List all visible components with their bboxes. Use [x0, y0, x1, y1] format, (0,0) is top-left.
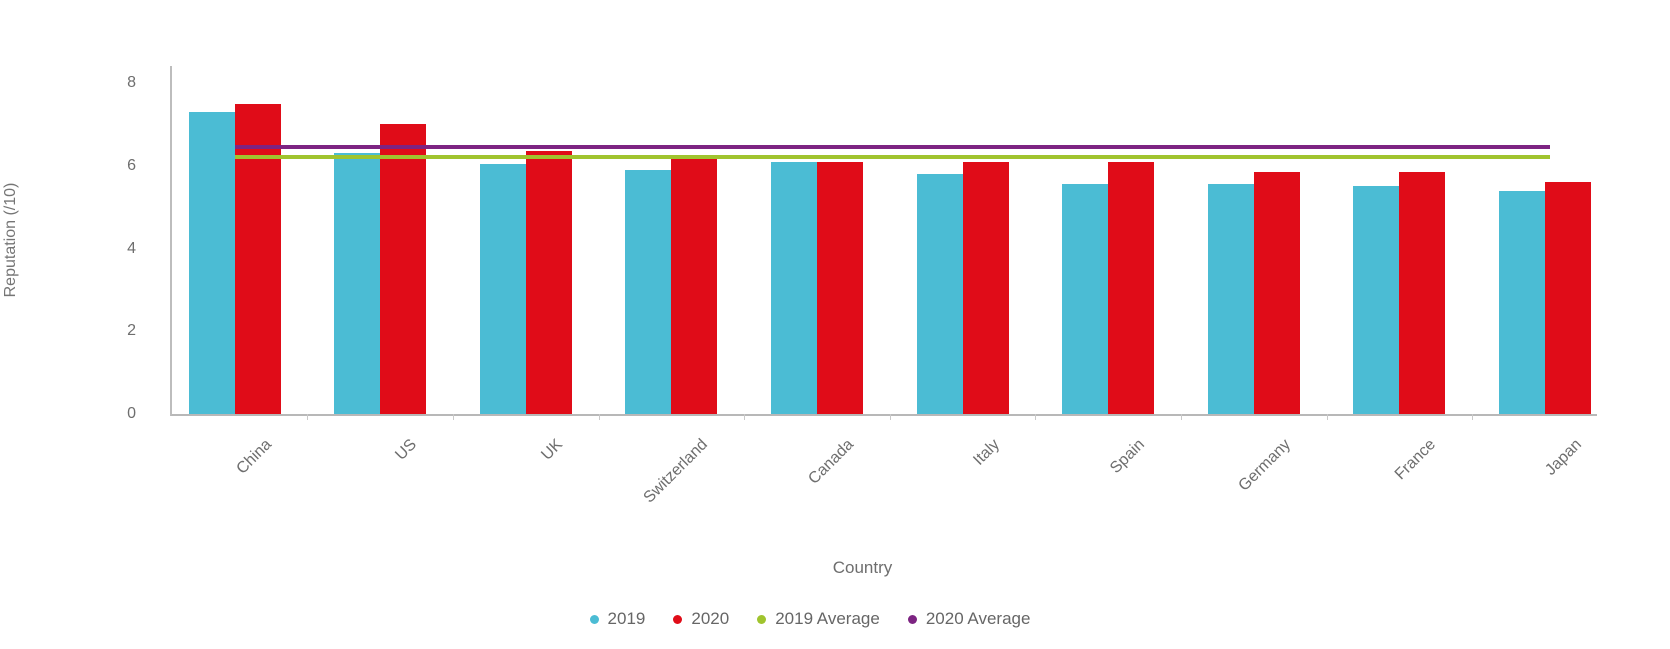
- x-axis-title: Country: [832, 558, 893, 577]
- x-axis-tick: [744, 414, 746, 420]
- legend-dot-2020: [673, 614, 683, 624]
- bar-2020-switzerland[interactable]: [671, 155, 718, 414]
- x-axis-tick: [1326, 414, 1328, 420]
- x-tick-label-france: France: [1392, 436, 1440, 484]
- bar-2020-japan[interactable]: [1544, 182, 1591, 414]
- bar-2020-us[interactable]: [380, 124, 427, 414]
- bar-2019-us[interactable]: [334, 153, 381, 414]
- bar-2019-germany[interactable]: [1207, 184, 1254, 414]
- legend-item-2020-average[interactable]: 2020 Average: [907, 609, 1031, 629]
- y-axis-title: Reputation (/10): [2, 182, 19, 298]
- bar-2019-spain[interactable]: [1062, 184, 1109, 414]
- bar-2020-italy[interactable]: [962, 161, 1009, 414]
- legend-dot-2020-average: [907, 614, 917, 624]
- legend-dot-2019-average: [757, 614, 767, 624]
- bar-2020-uk[interactable]: [525, 151, 572, 414]
- legend-label: 2020 Average: [925, 609, 1031, 628]
- y-tick-label-0: 0: [127, 405, 136, 422]
- x-tick-label-germany: Germany: [1235, 436, 1294, 495]
- avg-line-2020-average: [235, 145, 1550, 150]
- bar-2020-germany[interactable]: [1253, 171, 1300, 414]
- bar-2019-china[interactable]: [188, 111, 235, 414]
- x-tick-label-us: US: [392, 436, 421, 464]
- y-tick-label-2: 2: [127, 322, 136, 340]
- legend-label: 2019: [607, 609, 646, 628]
- avg-line-2019-average: [235, 155, 1550, 160]
- bar-2019-japan[interactable]: [1498, 190, 1545, 414]
- bar-2019-switzerland[interactable]: [625, 169, 672, 414]
- x-axis-tick: [889, 414, 891, 420]
- bar-2019-france[interactable]: [1353, 186, 1400, 414]
- bar-2020-china[interactable]: [234, 103, 281, 414]
- legend-dot-2019: [589, 614, 599, 624]
- x-axis-tick: [1180, 414, 1182, 420]
- x-axis-tick: [307, 414, 309, 420]
- x-tick-label-china: China: [232, 436, 275, 478]
- x-tick-label-spain: Spain: [1107, 436, 1149, 477]
- plot-area: China US UK Switzerland Canada Italy Spain Germ…: [170, 66, 1597, 507]
- x-axis-tick: [1035, 414, 1037, 420]
- x-tick-label-uk: UK: [537, 436, 566, 464]
- legend-item-2020[interactable]: 2020: [673, 609, 729, 629]
- x-tick-label-canada: Canada: [805, 436, 857, 488]
- bar-2020-canada[interactable]: [816, 161, 863, 414]
- bar-2020-spain[interactable]: [1108, 161, 1155, 414]
- y-tick-label-6: 6: [127, 156, 136, 174]
- x-tick-label-japan: Japan: [1542, 436, 1585, 479]
- chart-legend: 2019 2020 2019 Average 2020 Average: [0, 606, 1620, 632]
- bar-2019-uk[interactable]: [479, 163, 526, 414]
- legend-item-2019[interactable]: 2019: [589, 609, 646, 629]
- x-axis-tick: [452, 414, 454, 420]
- x-tick-label-italy: Italy: [969, 436, 1003, 469]
- x-axis-tick: [1472, 414, 1474, 420]
- bar-2019-italy[interactable]: [916, 174, 963, 414]
- y-tick-label-4: 4: [127, 239, 136, 257]
- legend-label: 2019 Average: [775, 609, 880, 628]
- y-tick-label-8: 8: [127, 74, 136, 91]
- bar-2020-france[interactable]: [1399, 171, 1446, 414]
- bar-2019-canada[interactable]: [770, 161, 817, 414]
- legend-item-2019-average[interactable]: 2019 Average: [757, 609, 880, 629]
- legend-label: 2020: [691, 609, 730, 628]
- x-tick-label-switzerland: Switzerland: [640, 436, 712, 507]
- x-axis-tick: [598, 414, 600, 420]
